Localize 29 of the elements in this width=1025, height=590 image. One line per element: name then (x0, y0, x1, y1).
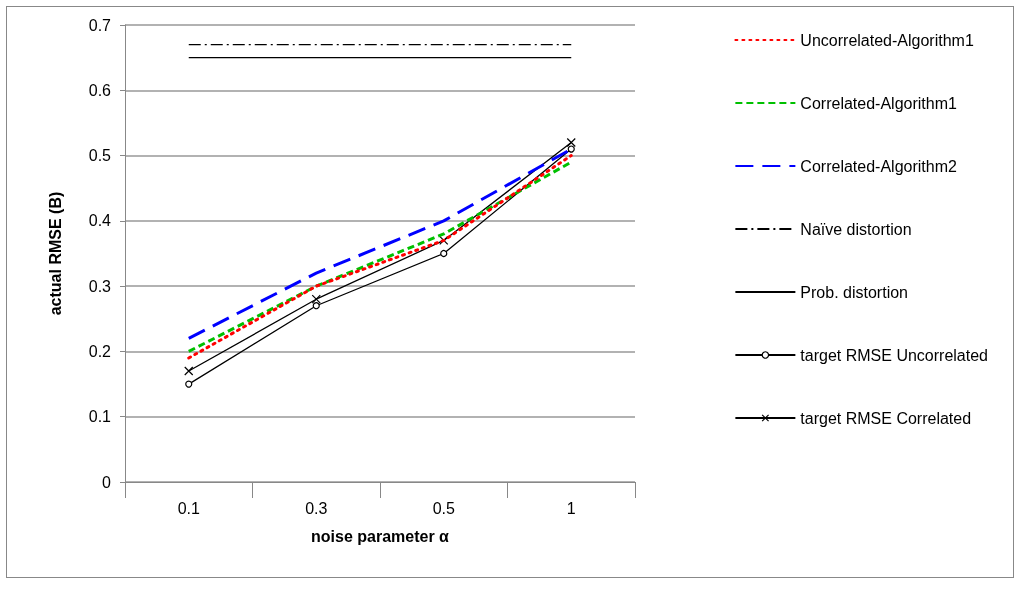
y-tick-label: 0 (102, 473, 112, 491)
point (312, 302, 320, 310)
point (185, 380, 193, 388)
legend-label: Correlated-Algorithm2 (800, 157, 957, 175)
y-axis-title: actual RMSE (B) (46, 191, 64, 316)
legend-label: Uncorrelated-Algorithm1 (800, 31, 974, 49)
y-tick-label: 0.3 (88, 277, 112, 295)
x-tick-label: 1 (566, 499, 576, 517)
legend-label: Correlated-Algorithm1 (800, 94, 957, 112)
point (311, 294, 321, 304)
y-tick-label: 0.4 (88, 212, 112, 230)
x-tick-label: 0.3 (305, 499, 328, 517)
y-tick-label: 0.1 (88, 408, 112, 426)
x-axis-title: noise parameter α (311, 527, 450, 545)
legend-label: Prob. distortion (800, 283, 908, 301)
x-tick-label: 0.1 (177, 499, 200, 517)
point (566, 137, 576, 148)
point (440, 249, 448, 258)
x-tick-label: 0.5 (432, 499, 455, 517)
y-tick-label: 0.2 (88, 342, 112, 360)
legend-label: target RMSE Correlated (800, 409, 972, 427)
y-tick-label: 0.7 (88, 16, 112, 34)
y-tick-label: 0.6 (88, 81, 112, 99)
point (439, 235, 449, 246)
y-tick-label: 0.5 (88, 147, 112, 165)
legend-label: target RMSE Uncorrelated (800, 346, 989, 364)
legend-label: Naïve distortion (800, 220, 912, 238)
point (567, 145, 575, 153)
point (184, 366, 194, 376)
